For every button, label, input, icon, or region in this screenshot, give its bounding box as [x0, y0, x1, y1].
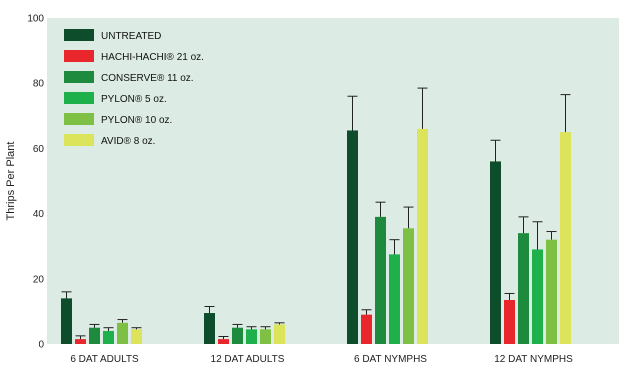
y-tick-label: 20 [33, 274, 45, 285]
bar [117, 322, 128, 344]
bar [89, 327, 100, 344]
y-tick-label: 80 [33, 79, 45, 90]
legend-label: UNTREATED [101, 31, 161, 42]
bars-group [61, 128, 571, 344]
legend-swatch [64, 134, 94, 146]
bar [490, 161, 501, 344]
legend-swatch [64, 71, 94, 83]
bar [260, 329, 271, 344]
bar [403, 228, 414, 344]
bar [532, 249, 543, 344]
bar [218, 339, 229, 344]
x-category-label: 12 DAT ADULTS [211, 354, 285, 365]
bar [375, 216, 386, 344]
legend-swatch [64, 113, 94, 125]
legend-label: PYLON® 10 oz. [101, 115, 172, 126]
bar [560, 132, 571, 344]
bar [361, 314, 372, 344]
bar [103, 330, 114, 344]
bar [274, 324, 285, 344]
bar [246, 329, 257, 344]
legend-label: AVID® 8 oz. [101, 136, 155, 147]
y-tick-label: 0 [38, 340, 44, 351]
error-bars-group [61, 87, 571, 340]
x-axis-labels: 6 DAT ADULTS 12 DAT ADULTS 6 DAT NYMPHS 12 … [70, 354, 573, 365]
bar [417, 128, 428, 344]
bar [347, 130, 358, 344]
x-category-label: 6 DAT ADULTS [70, 354, 139, 365]
legend-swatch [64, 29, 94, 41]
bar [232, 327, 243, 344]
y-tick-label: 60 [33, 144, 45, 155]
x-category-label: 6 DAT NYMPHS [354, 354, 427, 365]
bar [131, 329, 142, 344]
legend-swatch [64, 50, 94, 62]
y-tick-label: 100 [27, 14, 44, 25]
legend-label: PYLON® 5 oz. [101, 94, 167, 105]
x-category-label: 12 DAT NYMPHS [494, 354, 573, 365]
legend-label: HACHI-HACHI® 21 oz. [101, 52, 204, 63]
bar [504, 299, 515, 344]
y-axis-title: Thrips Per Plant [5, 142, 17, 221]
bar [546, 239, 557, 344]
legend-label: CONSERVE® 11 oz. [101, 73, 194, 84]
legend: UNTREATED HACHI-HACHI® 21 oz. CONSERVE® 11… [64, 29, 204, 147]
y-axis-ticks: 0 20 40 60 80 100 [27, 14, 44, 351]
y-tick-label: 40 [33, 209, 45, 220]
bar [389, 254, 400, 344]
bar [518, 233, 529, 344]
bar [75, 339, 86, 344]
bar [204, 313, 215, 344]
legend-swatch [64, 92, 94, 104]
bar [61, 298, 72, 344]
